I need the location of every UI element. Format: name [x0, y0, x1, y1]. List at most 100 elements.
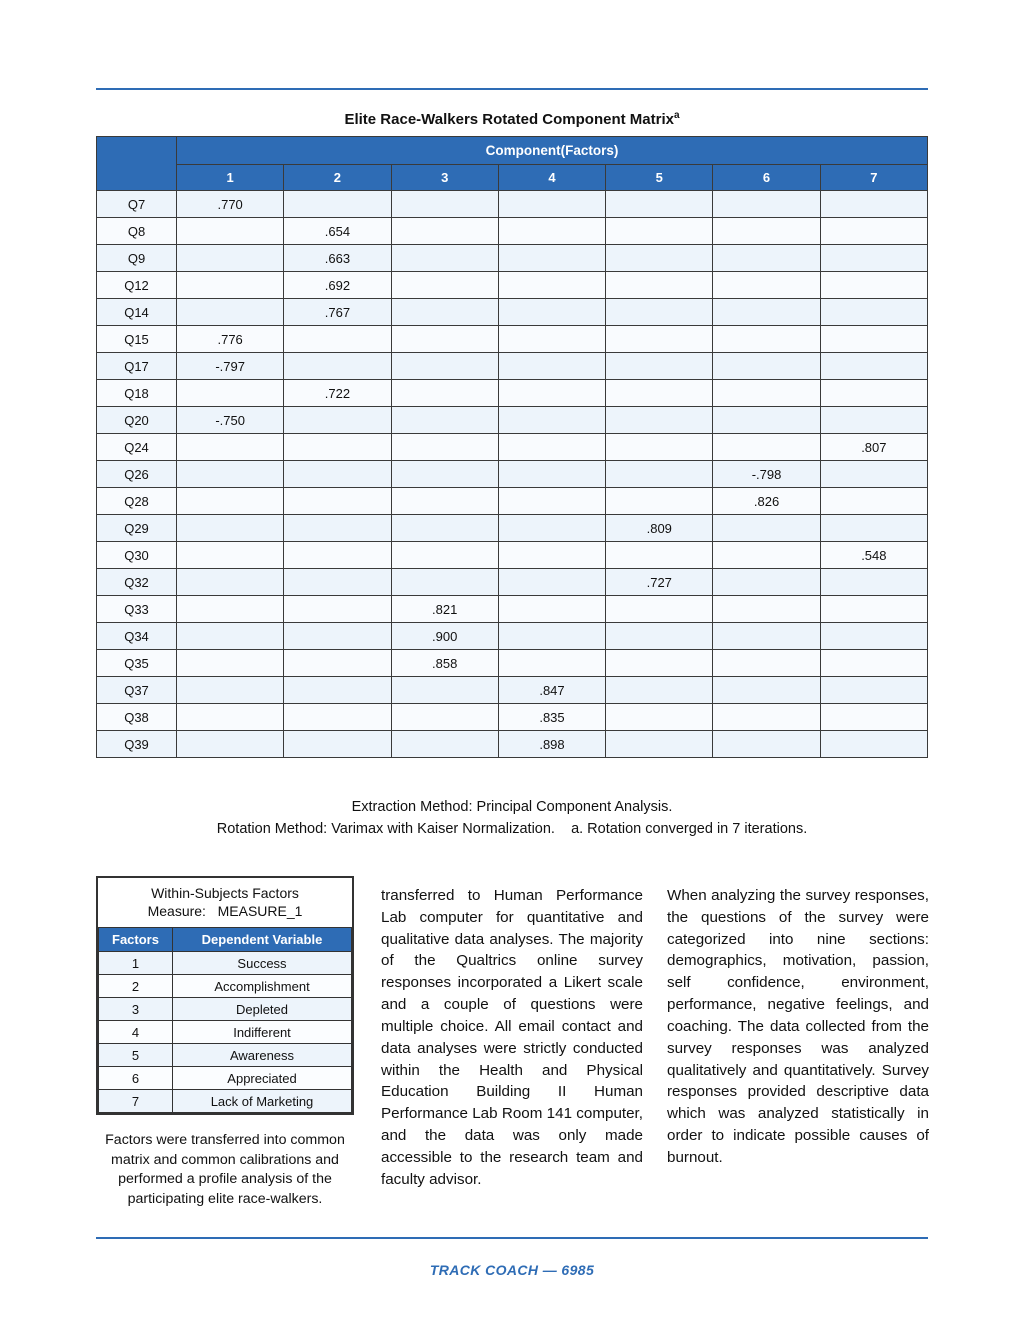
matrix-row: Q29 .809: [96, 514, 929, 542]
matrix-cell: [283, 406, 392, 434]
matrix-cell: [497, 514, 607, 542]
matrix-cell: [819, 325, 929, 353]
matrix-cell: [175, 568, 285, 596]
matrix-cell: .776: [175, 325, 285, 353]
factors-row: 3 Depleted: [98, 997, 352, 1022]
matrix-row-label: Q28: [96, 487, 177, 515]
rotation-method-note: Rotation Method: Varimax with Kaiser Nor…: [216, 820, 808, 837]
body-text-column-middle: transferred to Human Performance Lab com…: [381, 887, 643, 1188]
matrix-cell: [605, 271, 714, 299]
bottom-rule: [96, 1237, 928, 1239]
matrix-cell: [390, 460, 499, 488]
matrix-cell: [497, 352, 607, 380]
matrix-header-group-row: Component(Factors): [96, 136, 928, 191]
matrix-body: Q7.770 Q8.654 Q9.663 Q12.692 Q14.767 Q15.776 Q…: [96, 190, 929, 758]
dependent-variable-cell: Awareness: [172, 1043, 352, 1068]
matrix-cell: [819, 352, 929, 380]
factor-number-cell: 2: [98, 974, 173, 999]
matrix-cell: [390, 352, 499, 380]
matrix-cell: .835: [497, 703, 607, 731]
matrix-cell: [712, 271, 821, 299]
matrix-row-label: Q32: [96, 568, 177, 596]
matrix-cell: [819, 595, 929, 623]
matrix-cell: .898: [497, 730, 607, 758]
factors-row: 2 Accomplishment: [98, 974, 352, 999]
matrix-cell: [819, 217, 929, 245]
matrix-row-label: Q33: [96, 595, 177, 623]
matrix-row-label: Q35: [96, 649, 177, 677]
matrix-corner-cell: [96, 136, 177, 191]
matrix-row-label: Q30: [96, 541, 177, 569]
matrix-cell: [390, 379, 499, 407]
matrix-cell: [390, 730, 499, 758]
matrix-row: Q37 .847: [96, 676, 929, 704]
matrix-cell: [175, 433, 285, 461]
matrix-cell: [605, 244, 714, 272]
matrix-cell: [819, 379, 929, 407]
matrix-row: Q17 -.797: [96, 352, 929, 380]
matrix-row-label: Q15: [96, 325, 177, 353]
matrix-cell: [605, 622, 714, 650]
matrix-cell: [390, 433, 499, 461]
matrix-title-text: Elite Race-Walkers Rotated Component Mat…: [344, 111, 674, 128]
factors-row: 7 Lack of Marketing: [98, 1089, 352, 1114]
matrix-cell: [497, 244, 607, 272]
dependent-variable-cell: Appreciated: [172, 1066, 352, 1091]
factors-body: 1 Success 2 Accomplishment 3 Depleted 4 Indiffe…: [98, 951, 352, 1114]
matrix-cell: [605, 703, 714, 731]
matrix-cell: [175, 514, 285, 542]
matrix-cell: [497, 406, 607, 434]
matrix-cell: [497, 271, 607, 299]
matrix-cell: [390, 244, 499, 272]
matrix-row: Q34 .900: [96, 622, 929, 650]
matrix-col-header: 1: [175, 164, 285, 191]
matrix-col-header: 7: [819, 164, 929, 191]
matrix-cell: [390, 217, 499, 245]
matrix-cell: .654: [283, 217, 392, 245]
factor-number-cell: 6: [98, 1066, 173, 1091]
dependent-variable-cell: Indifferent: [172, 1020, 352, 1045]
matrix-cell: [283, 541, 392, 569]
matrix-cell: [819, 514, 929, 542]
matrix-cell: [175, 460, 285, 488]
matrix-row-label: Q20: [96, 406, 177, 434]
matrix-cell: [175, 379, 285, 407]
matrix-notes: Extraction Method: Principal Component A…: [48, 797, 976, 841]
matrix-cell: [819, 244, 929, 272]
matrix-row: Q28 .826: [96, 487, 929, 515]
factor-number-cell: 7: [98, 1089, 173, 1114]
matrix-cell: [819, 649, 929, 677]
matrix-cell: .821: [390, 595, 499, 623]
matrix-cell: [712, 379, 821, 407]
matrix-cell: [283, 514, 392, 542]
matrix-cell: [175, 271, 285, 299]
matrix-cell: [819, 190, 929, 218]
matrix-row: Q32 .727: [96, 568, 929, 596]
matrix-cell: [175, 217, 285, 245]
matrix-col-header: 6: [712, 164, 821, 191]
matrix-cell: [712, 649, 821, 677]
matrix-row-label: Q17: [96, 352, 177, 380]
matrix-cell: [283, 622, 392, 650]
matrix-cell: [712, 622, 821, 650]
matrix-cell: [175, 703, 285, 731]
matrix-cell: .858: [390, 649, 499, 677]
matrix-cell: [390, 406, 499, 434]
matrix-cell: [605, 433, 714, 461]
matrix-cell: [819, 271, 929, 299]
matrix-cell: [283, 460, 392, 488]
matrix-table-title: Elite Race-Walkers Rotated Component Mat…: [96, 110, 928, 128]
matrix-cell: [390, 676, 499, 704]
matrix-cell: [283, 487, 392, 515]
factor-number-cell: 1: [98, 951, 173, 976]
factors-header-row: Factors Dependent Variable: [98, 927, 352, 953]
dependent-variable-col-header: Dependent Variable: [172, 927, 352, 953]
matrix-cell: [497, 379, 607, 407]
matrix-cell: [283, 433, 392, 461]
factor-number-cell: 4: [98, 1020, 173, 1045]
matrix-cell: .692: [283, 271, 392, 299]
matrix-row: Q14 .767: [96, 298, 929, 326]
matrix-cell: [390, 568, 499, 596]
